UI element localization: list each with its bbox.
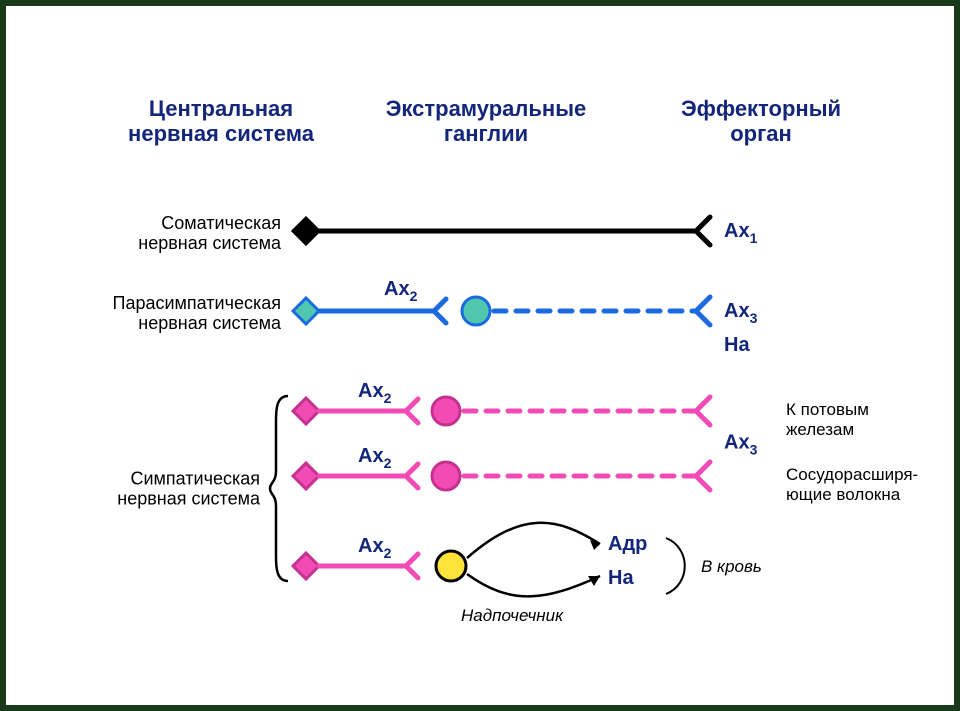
para-pre-tag: Ах2	[384, 278, 418, 304]
na-tag: На	[608, 567, 634, 589]
symp1-ganglion	[432, 397, 460, 425]
symp-soma	[293, 463, 319, 489]
symp2-ganglion	[432, 462, 460, 490]
symp-pre-synapse	[406, 399, 418, 423]
para-pre-synapse	[434, 299, 446, 323]
header-col1b: нервная система	[128, 121, 315, 146]
somatic-label1: Соматическая	[161, 213, 281, 233]
para-below-tag: На	[724, 334, 750, 356]
somatic-soma	[293, 218, 319, 244]
symp-note2a: Сосудорасширя-	[786, 465, 918, 484]
symp-label1: Симпатическая	[130, 469, 260, 489]
adrenal-gland-label: Надпочечник	[461, 606, 564, 625]
para-soma	[293, 298, 319, 324]
somatic-terminal	[696, 217, 710, 245]
symp2-pre-tag: Ах2	[358, 445, 392, 471]
symp1-terminal	[696, 397, 710, 425]
symp-pre-synapse	[406, 464, 418, 488]
symp-note1b: железам	[786, 420, 854, 439]
para-label2: нервная система	[138, 313, 282, 333]
symp-note1a: К потовым	[786, 400, 869, 419]
symp3-pre-tag: Ах2	[358, 535, 392, 561]
header-col3b: орган	[730, 121, 792, 146]
adr-tag: Адр	[608, 533, 647, 555]
symp-label2: нервная система	[117, 489, 261, 509]
para-ganglion	[462, 297, 490, 325]
header-col2b: ганглии	[444, 121, 528, 146]
symp2-terminal	[696, 462, 710, 490]
symp1-pre-tag: Ах2	[358, 380, 392, 406]
sympathetic-brace	[270, 396, 288, 581]
blood-paren	[666, 538, 685, 594]
adrenal-node	[436, 551, 466, 581]
header-col3a: Эффекторный	[681, 96, 841, 121]
somatic-endtag: Ах1	[724, 220, 758, 246]
para-end-tag: Ах3	[724, 300, 758, 326]
blood-label: В кровь	[701, 557, 762, 576]
header-col1a: Центральная	[149, 96, 293, 121]
symp-soma	[293, 398, 319, 424]
somatic-label2: нервная система	[138, 233, 282, 253]
nervous-system-diagram: Центральнаянервная системаЭкстрамуральны…	[6, 6, 954, 705]
para-label1: Парасимпатическая	[113, 293, 281, 313]
symp-pre-synapse	[406, 554, 418, 578]
adrenal-arrow-adr	[467, 523, 600, 558]
header-col2a: Экстрамуральные	[386, 96, 586, 121]
para-terminal	[696, 297, 710, 325]
diagram-canvas: Центральнаянервная системаЭкстрамуральны…	[0, 0, 960, 711]
symp-end-tag: Ах3	[724, 432, 758, 458]
symp-note2b: ющие волокна	[786, 485, 901, 504]
adrenal-arrow-na	[467, 574, 600, 596]
symp-soma	[293, 553, 319, 579]
